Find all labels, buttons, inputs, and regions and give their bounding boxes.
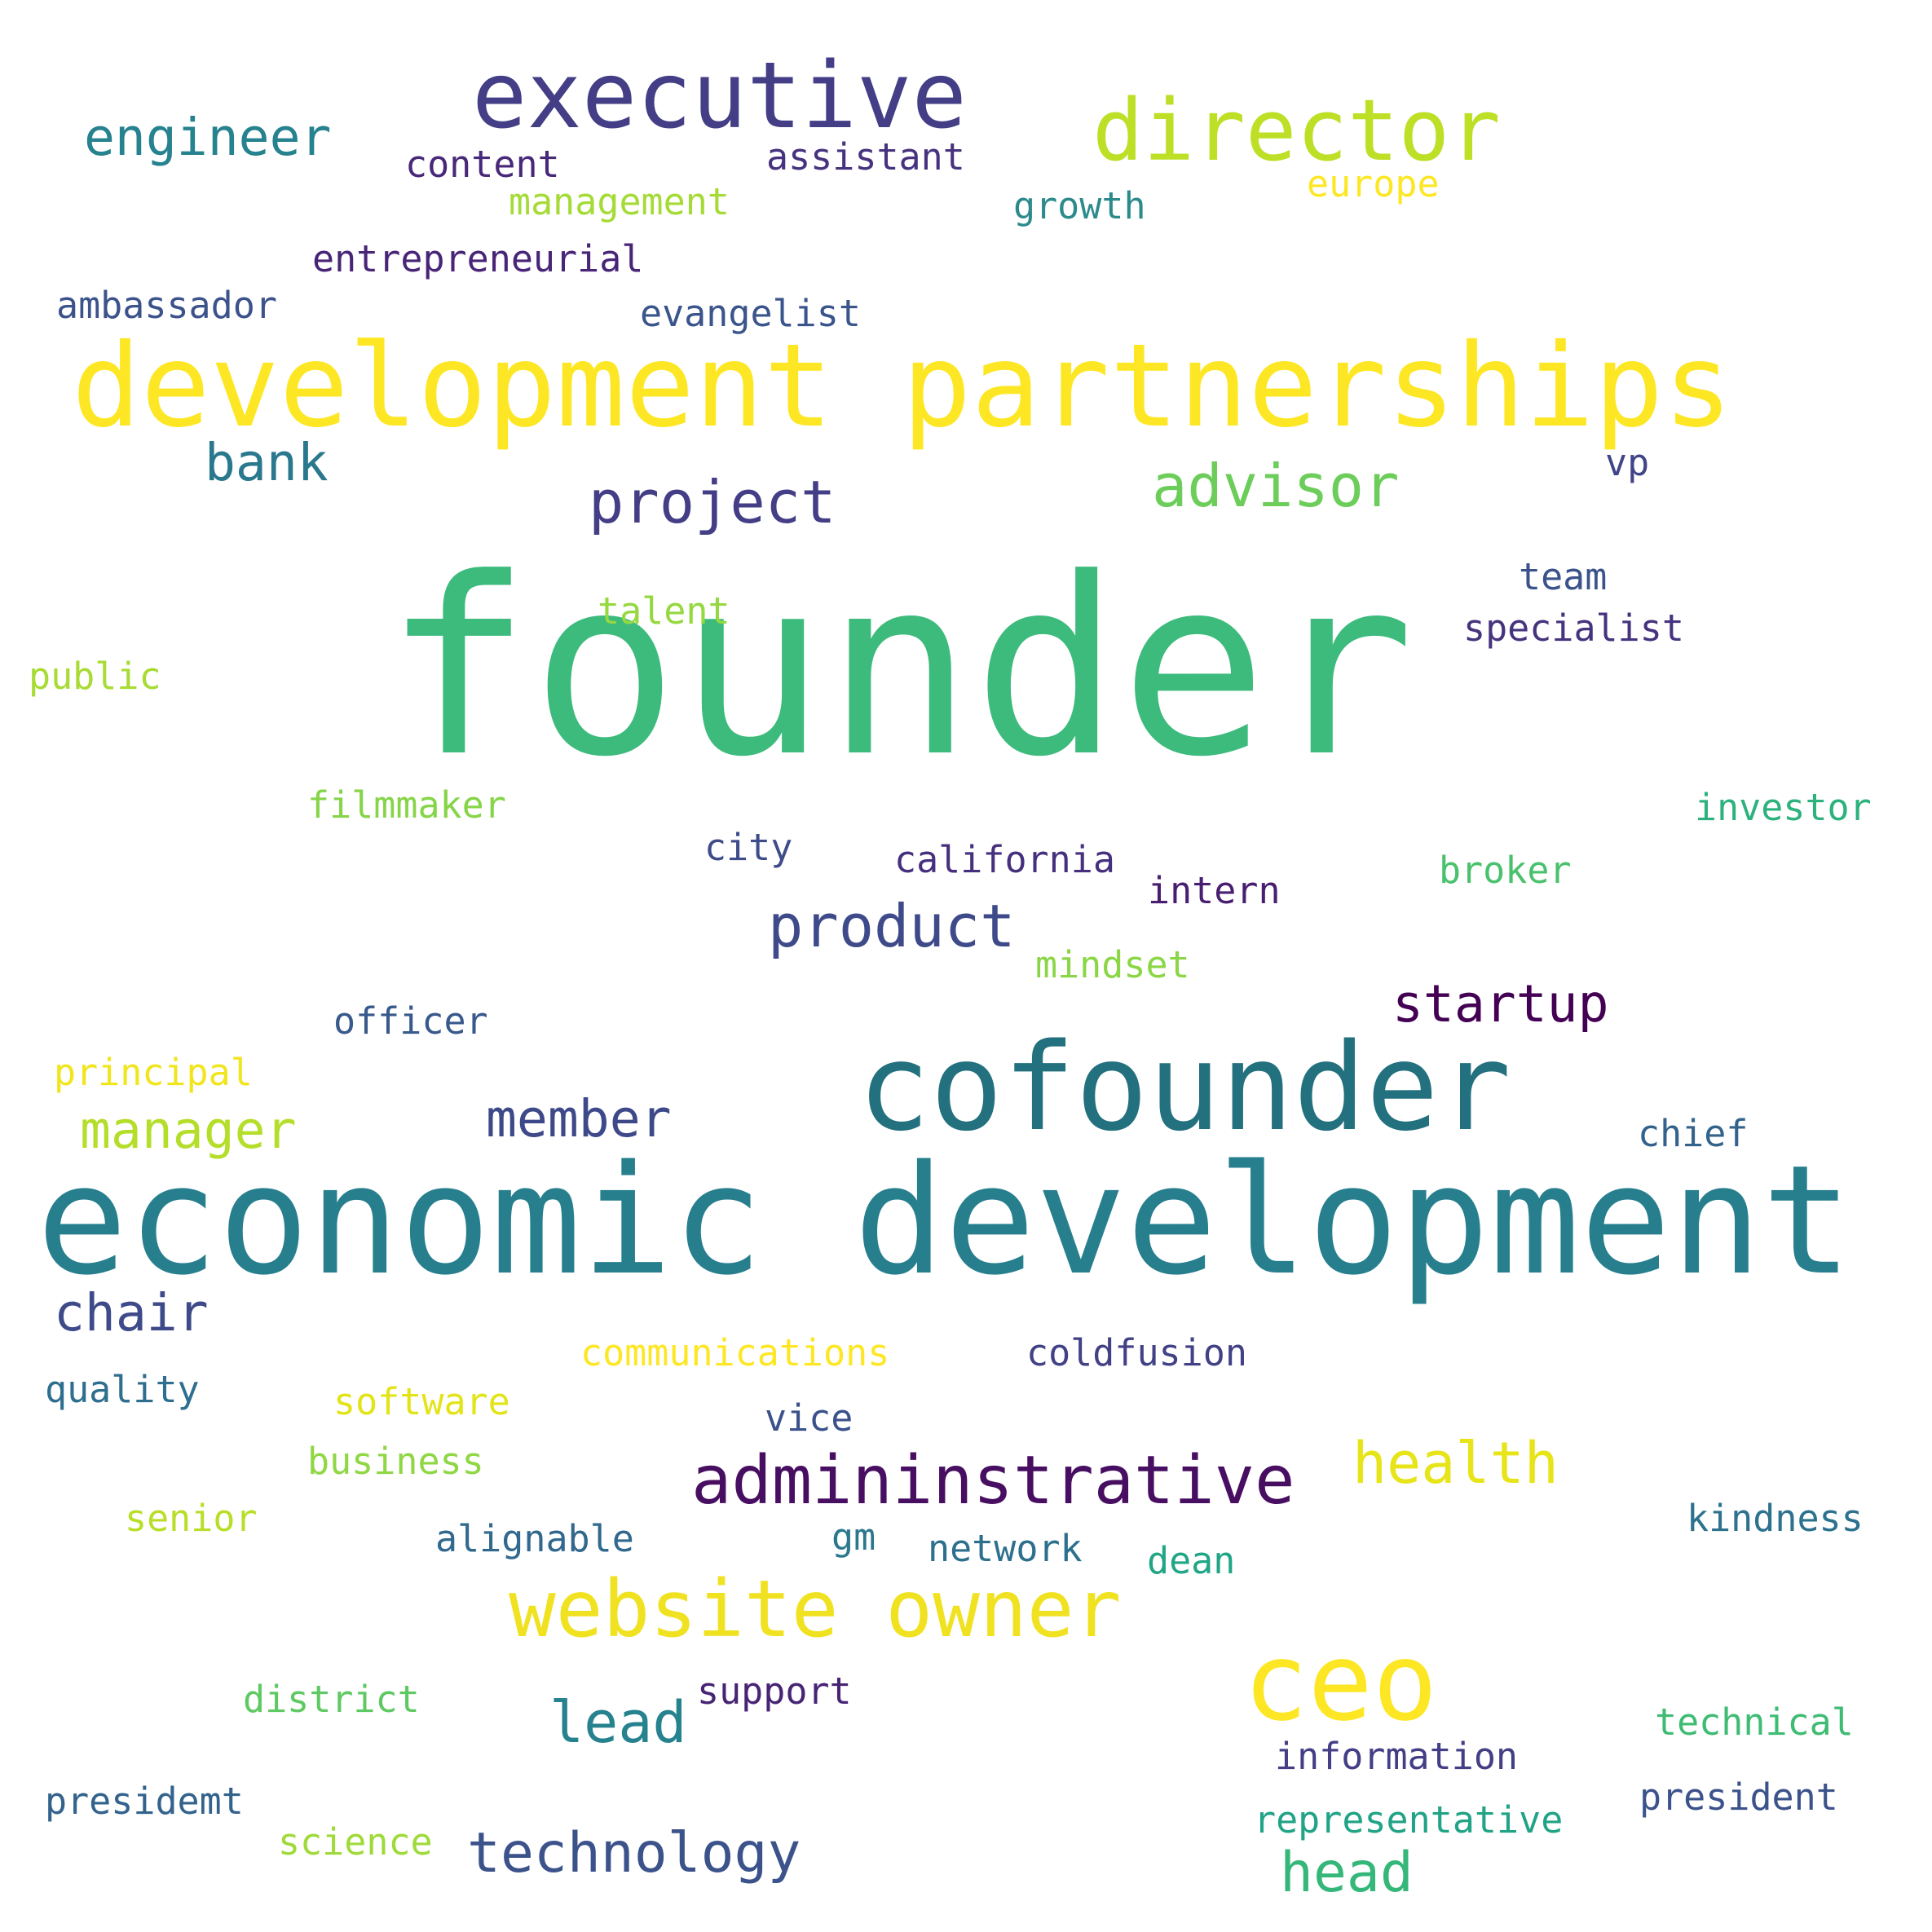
word: specialist [1463, 607, 1684, 650]
word: ceo [1243, 1620, 1438, 1745]
word: health [1352, 1430, 1559, 1497]
word: manager [80, 1101, 297, 1160]
word: software [333, 1380, 510, 1423]
word: kindness [1687, 1497, 1864, 1540]
word: gm [831, 1515, 876, 1559]
word: network [928, 1527, 1083, 1570]
word: development partnerships [72, 320, 1733, 453]
word: investor [1695, 786, 1872, 829]
word: chief [1638, 1112, 1749, 1155]
word: officer [333, 999, 488, 1043]
word: lead [549, 1689, 687, 1756]
word: management [509, 180, 730, 223]
word: vp [1605, 441, 1650, 484]
word: admininstrative [691, 1442, 1295, 1520]
word: ambassador [56, 284, 277, 327]
word: principal [54, 1051, 253, 1094]
word: support [697, 1670, 852, 1713]
word: engineer [84, 108, 332, 167]
word: advisor [1152, 452, 1400, 520]
word: director [1092, 81, 1501, 180]
word: alignable [435, 1517, 634, 1560]
word: bank [205, 433, 329, 492]
word: business [307, 1440, 484, 1483]
word: mindset [1035, 943, 1190, 986]
word: president [1639, 1775, 1838, 1819]
word: senior [125, 1497, 258, 1540]
word: broker [1439, 849, 1572, 892]
word: content [405, 143, 560, 186]
word: quality [45, 1368, 200, 1411]
word: science [278, 1820, 433, 1864]
word: growth [1013, 184, 1146, 227]
word: technology [467, 1821, 801, 1886]
word: talent [598, 589, 730, 633]
word: head [1280, 1841, 1414, 1905]
word: website owner [509, 1564, 1122, 1655]
word: district [243, 1678, 420, 1721]
word: founder [384, 526, 1415, 810]
word: technical [1655, 1700, 1854, 1744]
word: presidemt [45, 1780, 244, 1823]
word: chair [54, 1283, 209, 1343]
word: assistant [766, 135, 965, 179]
word: cofounder [858, 1017, 1511, 1158]
word: economic development [37, 1132, 1853, 1308]
word: coldfusion [1026, 1331, 1247, 1374]
word: evangelist [640, 292, 861, 335]
word: vice [765, 1396, 854, 1440]
word: dean [1147, 1539, 1236, 1582]
word: public [29, 655, 161, 698]
word: member [486, 1089, 672, 1149]
word: information [1275, 1735, 1519, 1778]
word: project [589, 468, 836, 536]
word: filmmaker [307, 783, 506, 827]
word: executive [472, 43, 967, 149]
word: communications [580, 1331, 890, 1374]
word: startup [1392, 974, 1609, 1034]
word: city [704, 826, 793, 869]
word: team [1519, 555, 1608, 598]
word: product [768, 892, 1016, 960]
word: intern [1148, 869, 1281, 912]
word: representative [1254, 1798, 1564, 1842]
word: entrepreneurial [312, 237, 644, 280]
word: california [894, 838, 1115, 881]
word: europe [1307, 162, 1440, 205]
